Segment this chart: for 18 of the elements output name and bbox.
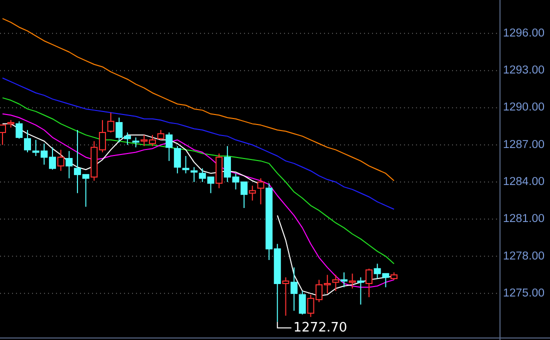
y-tick-label: 1281.00 xyxy=(503,213,545,226)
candlestick xyxy=(248,185,256,202)
y-tick-label: 1293.00 xyxy=(503,64,545,77)
line-series xyxy=(2,97,395,264)
candlestick xyxy=(290,266,298,312)
candlestick xyxy=(190,166,198,182)
candlestick xyxy=(66,150,73,179)
candlestick xyxy=(182,156,190,174)
candlestick xyxy=(332,274,340,292)
y-tick-label: 1278.00 xyxy=(503,250,545,262)
y-tick-label: 1284.00 xyxy=(503,176,545,188)
line-series xyxy=(2,78,395,210)
y-tick-label: 1296.00 xyxy=(503,27,545,40)
y-tick-label: 1275.00 xyxy=(503,287,545,300)
annotation: 1272.70 xyxy=(293,320,348,336)
y-tick-label: 1290.00 xyxy=(503,102,545,114)
line-series xyxy=(2,18,395,182)
y-tick-label: 1287.00 xyxy=(503,138,545,151)
